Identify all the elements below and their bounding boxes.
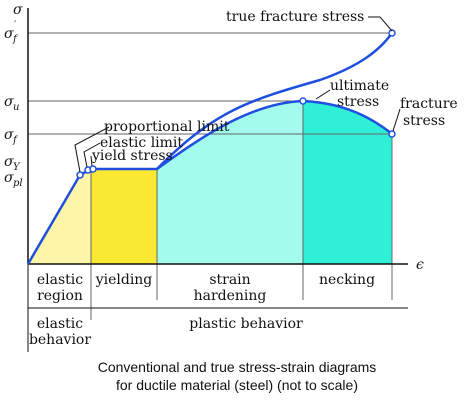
svg-text:Y: Y: [13, 162, 21, 173]
tick-yield: σ Y: [4, 154, 21, 173]
tick-true-fracture: σ f ′: [4, 20, 19, 45]
region-label-dividers: [27, 264, 408, 352]
svg-text:σ: σ: [4, 94, 14, 110]
svg-text:σ: σ: [4, 127, 14, 143]
region-label-yielding: yielding: [95, 272, 153, 288]
tick-ultimate: σ u: [4, 94, 19, 113]
true-fracture-point: [388, 29, 396, 37]
svg-text:σ: σ: [4, 154, 14, 170]
svg-text:pl: pl: [13, 178, 23, 189]
yield-point: [89, 165, 97, 173]
tick-fracture: σ f: [4, 127, 19, 146]
svg-text:u: u: [13, 102, 19, 113]
region-label-hardening: hardening: [194, 288, 267, 304]
label-fracture-stress: stress: [403, 113, 445, 129]
y-axis-symbol: σ: [13, 2, 23, 18]
svg-text:f: f: [12, 135, 19, 146]
conventional-stress-curve: [26, 99, 393, 265]
region-yielding-fill: [91, 169, 157, 264]
fracture-point: [388, 130, 396, 138]
label-fracture: fracture: [400, 96, 458, 112]
x-axis-symbol: ϵ: [416, 257, 424, 273]
label-true-fracture-stress: true fracture stress: [226, 9, 364, 25]
leader-lines: [74, 16, 401, 173]
region-label-strain: strain: [209, 272, 250, 288]
label-ultimate-stress: stress: [337, 94, 379, 110]
region-label-region: region: [37, 288, 83, 304]
true-stress-curve: [156, 32, 394, 170]
tick-proportional: σ pl: [4, 170, 23, 189]
svg-text:′: ′: [14, 20, 17, 31]
region-necking-fill: [303, 101, 392, 264]
curve-points: [76, 29, 396, 179]
label-yield-stress: yield stress: [91, 148, 173, 164]
caption-line-2: for ductile material (steel) (not to sca…: [116, 377, 358, 393]
label-elastic-limit: elastic limit: [100, 135, 183, 151]
region-hardening-fill: [157, 101, 303, 264]
label-proportional-limit: proportional limit: [104, 119, 230, 135]
proportional-point: [76, 171, 84, 179]
behavior-label-elastic: elastic: [37, 316, 83, 332]
region-elastic-fill: [28, 171, 91, 264]
behavior-label-behavior: behavior: [29, 332, 91, 348]
label-ultimate: ultimate: [330, 78, 389, 94]
behavior-label-plastic: plastic behavior: [189, 316, 303, 332]
caption-line-1: Conventional and true stress-strain diag…: [98, 359, 377, 375]
svg-text:σ: σ: [4, 26, 14, 42]
region-label-elastic: elastic: [37, 272, 83, 288]
svg-text:σ: σ: [4, 170, 14, 186]
ultimate-point: [299, 97, 307, 105]
svg-text:f: f: [12, 34, 19, 45]
region-label-necking: necking: [319, 272, 375, 288]
